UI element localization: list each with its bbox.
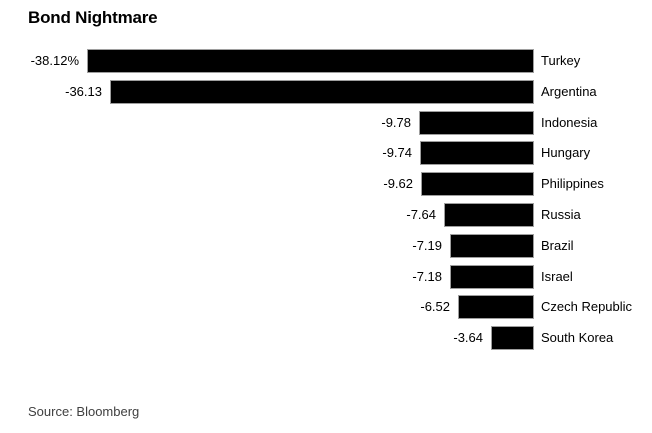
value-label: -7.64 (406, 207, 436, 222)
bar (458, 295, 534, 319)
value-label: -9.74 (382, 145, 412, 160)
bar (419, 111, 534, 135)
chart-row: -9.74 Hungary (0, 141, 652, 165)
value-label: -7.19 (412, 238, 442, 253)
category-label: Argentina (541, 84, 597, 99)
category-label: Philippines (541, 176, 604, 191)
bar-chart: -38.12% Turkey -36.13 Argentina -9.78 Indones… (0, 49, 652, 350)
chart-row: -6.52 Czech Republic (0, 295, 652, 319)
value-label: -9.62 (383, 176, 413, 191)
bar (87, 49, 534, 73)
value-label: -6.52 (420, 299, 450, 314)
bar (491, 326, 534, 350)
chart-row: -7.64 Russia (0, 203, 652, 227)
category-label: Israel (541, 269, 573, 284)
category-label: South Korea (541, 330, 614, 345)
source-note: Source: Bloomberg (28, 404, 140, 419)
value-label: -3.64 (453, 330, 483, 345)
chart-row: -38.12% Turkey (0, 49, 652, 73)
bar (444, 203, 534, 227)
bar (450, 234, 534, 258)
chart-row: -9.78 Indonesia (0, 111, 652, 135)
value-label: -36.13 (65, 84, 102, 99)
category-label: Czech Republic (541, 299, 633, 314)
bar (450, 265, 534, 289)
value-label: -38.12% (30, 53, 79, 68)
chart-row: -36.13 Argentina (0, 80, 652, 104)
value-label: -9.78 (381, 115, 411, 130)
chart-row: -3.64 South Korea (0, 326, 652, 350)
chart-title: Bond Nightmare (28, 8, 158, 27)
bar (110, 80, 534, 104)
chart-row: -7.18 Israel (0, 265, 652, 289)
category-label: Brazil (541, 238, 574, 253)
category-label: Indonesia (541, 115, 598, 130)
category-label: Russia (541, 207, 581, 222)
chart-row: -7.19 Brazil (0, 234, 652, 258)
bar (421, 172, 534, 196)
category-label: Hungary (541, 145, 591, 160)
bar (420, 141, 534, 165)
chart-row: -9.62 Philippines (0, 172, 652, 196)
value-label: -7.18 (412, 269, 442, 284)
category-label: Turkey (541, 53, 581, 68)
